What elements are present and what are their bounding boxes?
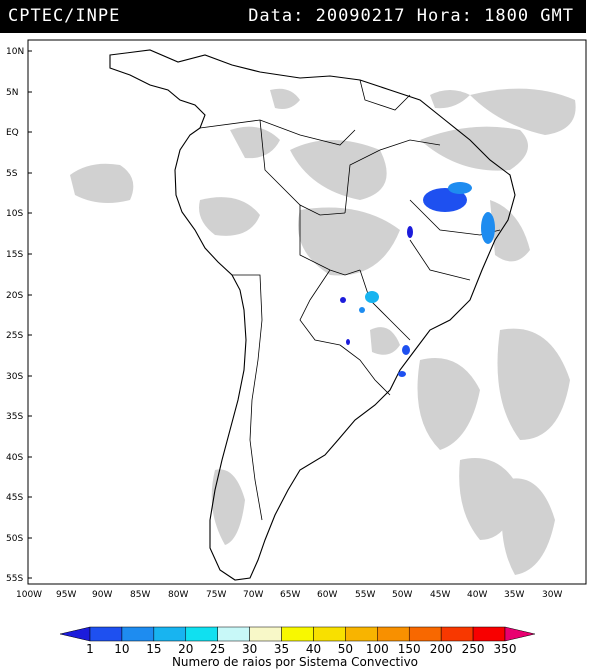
lon-label: 85W <box>130 590 150 600</box>
lightning-cluster <box>359 307 365 313</box>
south-america-outline <box>109 49 516 581</box>
lat-label: 25S <box>6 331 23 341</box>
lightning-cluster <box>407 226 413 238</box>
colorbar-value-label: 20 <box>178 642 193 656</box>
colorbar-segment <box>408 626 442 642</box>
lightning-cluster <box>346 339 350 345</box>
lon-label: 75W <box>206 590 226 600</box>
lightning-cluster <box>340 297 346 303</box>
lon-label: 70W <box>243 590 263 600</box>
colorbar-value-label: 30 <box>242 642 257 656</box>
colorbar-segment <box>249 626 282 642</box>
lon-label: 55W <box>355 590 375 600</box>
lat-label: 55S <box>6 574 23 584</box>
colorbar-value-label: 15 <box>146 642 161 656</box>
source-label: CPTEC/INPE <box>8 6 121 26</box>
lightning-cluster <box>448 182 472 194</box>
lat-ticks <box>28 50 32 579</box>
lon-label: 65W <box>280 590 300 600</box>
colorbar-value-label: 50 <box>338 642 353 656</box>
lat-label: 30S <box>6 372 23 382</box>
lon-label: 30W <box>542 590 562 600</box>
colorbar-value-label: 150 <box>398 642 421 656</box>
lat-label: 35S <box>6 412 23 422</box>
colorbar-segment <box>89 626 123 642</box>
lon-label: 40W <box>467 590 487 600</box>
colorbar-value-label: 10 <box>114 642 129 656</box>
colorbar-value-label: 1 <box>86 642 94 656</box>
country-borders <box>199 79 501 521</box>
lon-label: 50W <box>392 590 412 600</box>
lon-label: 100W <box>16 590 42 600</box>
colorbar-segment <box>472 626 506 642</box>
colorbar-value-label: 350 <box>494 642 517 656</box>
lon-label: 35W <box>504 590 524 600</box>
lightning-map: 10N 5N EQ 5S 10S 15S 20S 25S 30S 35S 40S… <box>6 39 587 669</box>
lightning-cluster <box>398 371 406 377</box>
lat-label: 5N <box>6 88 18 98</box>
colorbar-segment <box>281 626 314 642</box>
longitude-labels: 100W 95W 90W 85W 80W 75W 70W 65W 60W 55W… <box>16 590 562 600</box>
lon-label: 80W <box>168 590 188 600</box>
colorbar-labels: 1 10 15 20 25 30 35 40 50 100 150 200 250 350 <box>86 642 516 656</box>
colorbar-segment <box>121 626 155 642</box>
lightning-cluster <box>481 212 495 244</box>
lat-label: EQ <box>6 128 19 138</box>
colorbar-value-label: 25 <box>210 642 225 656</box>
lat-label: 5S <box>6 169 18 179</box>
colorbar-value-label: 200 <box>430 642 453 656</box>
lon-label: 95W <box>56 590 76 600</box>
lat-label: 10S <box>6 209 23 219</box>
lat-label: 20S <box>6 291 23 301</box>
lon-label: 90W <box>92 590 112 600</box>
lightning-cluster <box>402 345 410 355</box>
colorbar-value-label: 250 <box>462 642 485 656</box>
colorbar-segment <box>377 626 410 642</box>
colorbar <box>59 626 536 642</box>
colorbar-value-label: 100 <box>366 642 389 656</box>
colorbar-arrow-right <box>504 626 536 642</box>
latitude-labels: 10N 5N EQ 5S 10S 15S 20S 25S 30S 35S 40S… <box>6 47 24 584</box>
lon-label: 45W <box>430 590 450 600</box>
colorbar-segment <box>440 626 474 642</box>
colorbar-arrow-left <box>59 626 91 642</box>
colorbar-segment <box>313 626 346 642</box>
lightning-cluster <box>365 291 379 303</box>
colorbar-segment <box>345 626 378 642</box>
lat-label: 15S <box>6 250 23 260</box>
lightning-clusters <box>340 182 495 377</box>
cloud-cover <box>70 88 576 575</box>
colorbar-segment <box>153 626 187 642</box>
datetime-label: Data: 20090217 Hora: 1800 GMT <box>248 6 574 26</box>
lat-label: 45S <box>6 493 23 503</box>
colorbar-value-label: 35 <box>274 642 289 656</box>
colorbar-segment <box>217 626 250 642</box>
lat-label: 40S <box>6 453 23 463</box>
lon-label: 60W <box>317 590 337 600</box>
map-header: CPTEC/INPE Data: 20090217 Hora: 1800 GMT <box>0 0 586 33</box>
lat-label: 10N <box>6 47 24 57</box>
colorbar-value-label: 40 <box>306 642 321 656</box>
colorbar-segment <box>185 626 218 642</box>
lat-label: 50S <box>6 534 23 544</box>
lightning-cluster <box>423 188 467 212</box>
colorbar-caption: Numero de raios por Sistema Convectivo <box>172 655 418 669</box>
